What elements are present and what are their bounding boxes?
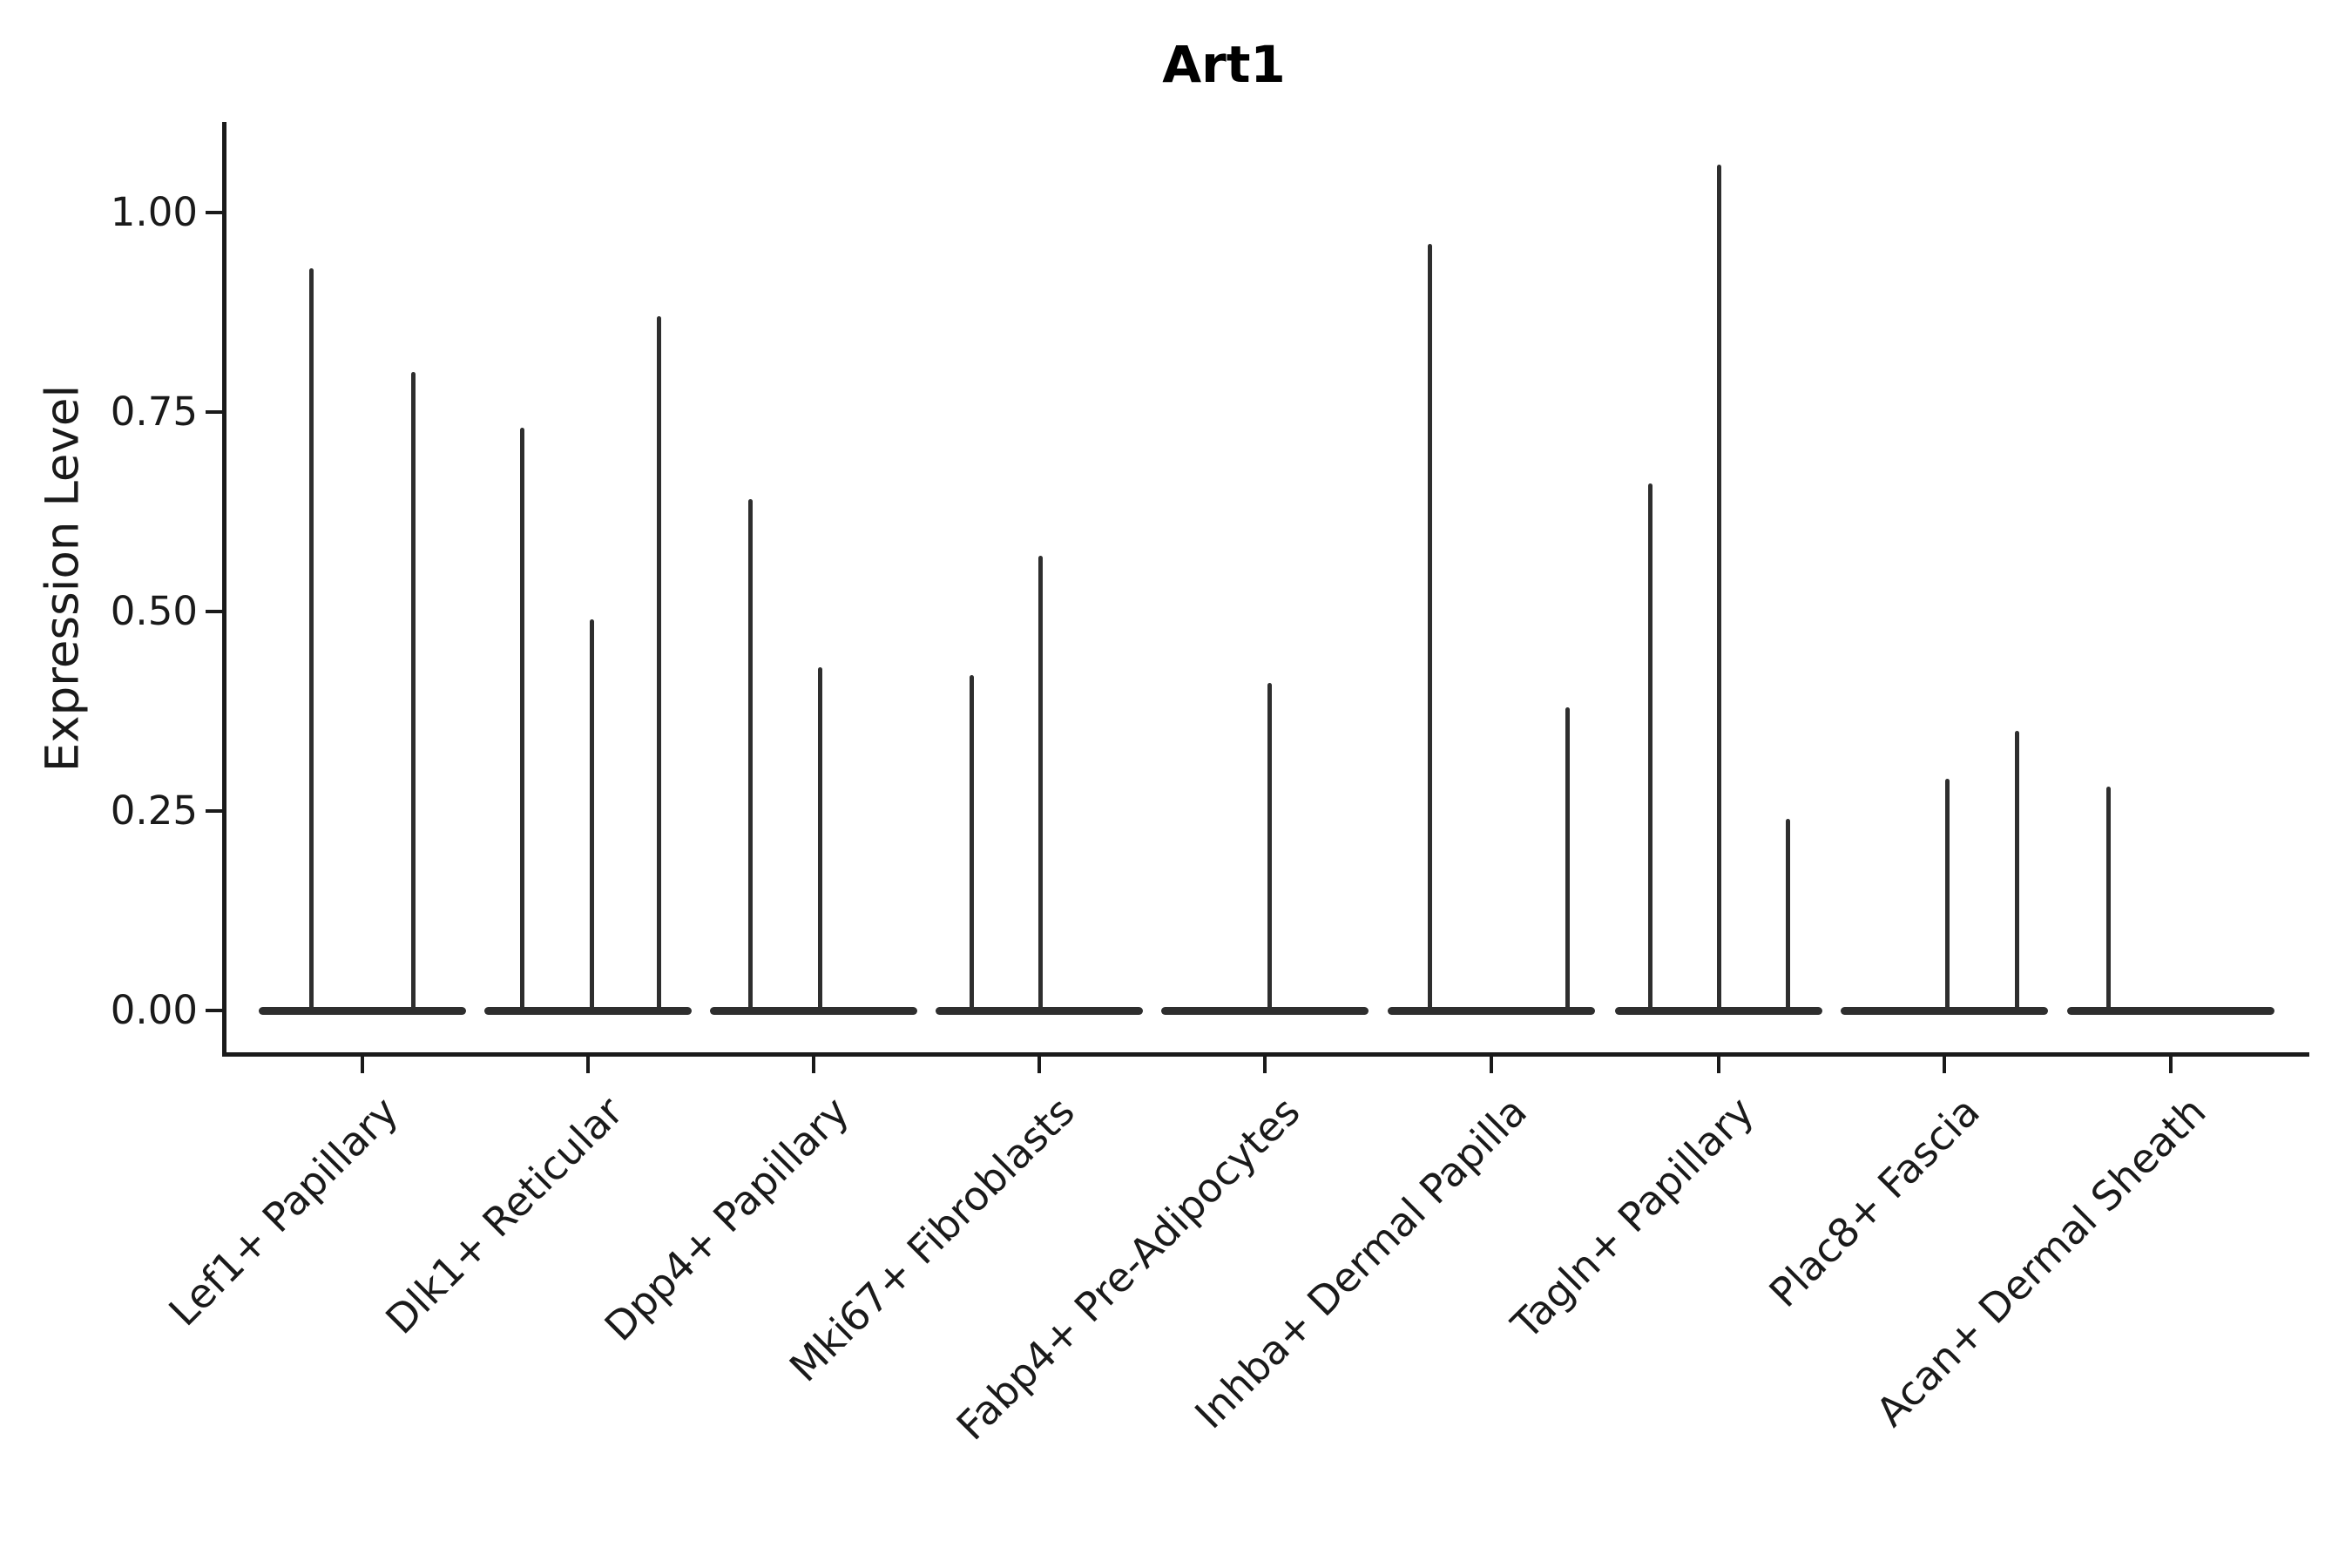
violin-spike: [410, 371, 416, 1012]
violin-spike: [1427, 244, 1432, 1012]
violin-spike: [2105, 787, 2111, 1012]
violin-spike: [969, 675, 974, 1012]
violin-spike: [308, 267, 314, 1012]
violin-spike: [589, 618, 594, 1012]
x-tick: [361, 1057, 364, 1073]
y-axis-spine: [222, 122, 226, 1057]
x-tick-label: Dpp4+ Papillary: [595, 1087, 858, 1350]
violin-base: [484, 1006, 692, 1015]
x-tick: [1943, 1057, 1946, 1073]
violin-spike: [1944, 779, 1950, 1012]
violin-spike: [656, 315, 661, 1012]
violin-base: [710, 1006, 917, 1015]
y-tick-label: 1.00: [110, 188, 198, 235]
y-axis-label: Expression Level: [36, 384, 90, 773]
violin-base: [2067, 1006, 2274, 1015]
x-tick: [2169, 1057, 2173, 1073]
x-tick: [1717, 1057, 1720, 1073]
x-tick-label: Plac8+ Fascia: [1760, 1087, 1989, 1316]
violin-spike: [1267, 683, 1272, 1012]
x-tick: [586, 1057, 590, 1073]
violin-spike: [1716, 164, 1721, 1012]
x-tick-label: Lef1+ Papillary: [159, 1087, 407, 1335]
y-tick: [206, 210, 222, 214]
y-tick-label: 0.50: [110, 587, 198, 634]
violin-base: [259, 1006, 466, 1015]
violin-base: [1161, 1006, 1369, 1015]
y-tick-label: 0.75: [110, 388, 198, 435]
y-tick: [206, 1009, 222, 1012]
violin-base: [1841, 1006, 2048, 1015]
violin-spike: [1037, 555, 1043, 1012]
x-tick: [812, 1057, 815, 1073]
violin-spike: [747, 499, 753, 1012]
violin-spike: [519, 427, 524, 1012]
violin-base: [1388, 1006, 1595, 1015]
y-tick: [206, 808, 222, 813]
violin-spike: [2014, 731, 2019, 1012]
x-axis-spine: [222, 1052, 2309, 1057]
violin-spike: [817, 666, 822, 1012]
x-tick-label: Dlk1+ Reticular: [376, 1087, 632, 1343]
x-tick: [1490, 1057, 1493, 1073]
violin-spike: [1785, 819, 1790, 1012]
violin-spike: [1565, 706, 1570, 1012]
x-tick-label: Tagln+ Papillary: [1502, 1087, 1763, 1348]
y-tick: [206, 409, 222, 414]
x-tick: [1263, 1057, 1267, 1073]
plot-title: Art1: [1162, 35, 1286, 94]
y-tick-label: 0.00: [110, 987, 198, 1033]
x-tick: [1037, 1057, 1041, 1073]
y-tick-label: 0.25: [110, 787, 198, 834]
violin-spike: [1647, 483, 1652, 1012]
y-tick: [206, 609, 222, 613]
